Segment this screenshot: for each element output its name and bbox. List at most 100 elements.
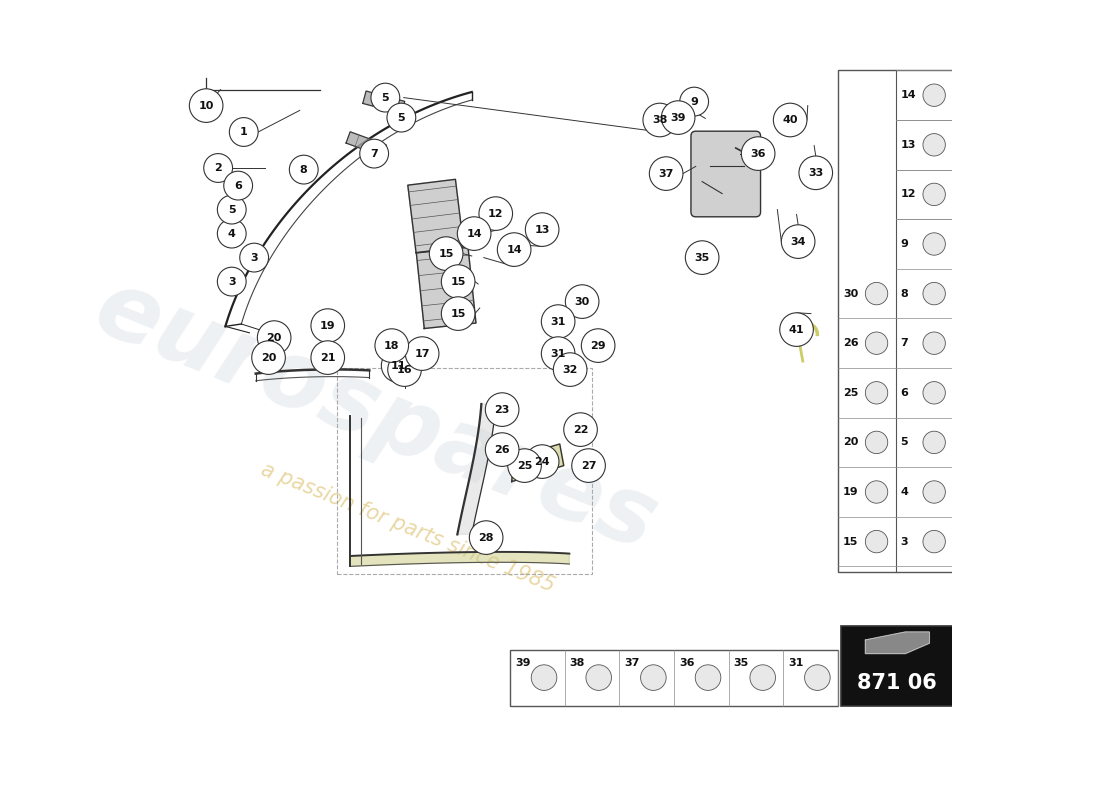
Circle shape — [497, 233, 531, 266]
Text: 39: 39 — [515, 658, 530, 667]
Circle shape — [189, 89, 223, 122]
Text: 30: 30 — [843, 289, 858, 298]
Circle shape — [923, 183, 945, 206]
Text: 20: 20 — [266, 333, 282, 342]
Circle shape — [866, 282, 888, 305]
Circle shape — [586, 665, 612, 690]
Text: 27: 27 — [581, 461, 596, 470]
Text: 38: 38 — [570, 658, 585, 667]
Circle shape — [680, 87, 708, 116]
Text: 13: 13 — [535, 225, 550, 234]
Circle shape — [661, 101, 695, 134]
Text: 3: 3 — [228, 277, 235, 286]
Text: 12: 12 — [488, 209, 504, 218]
Text: 32: 32 — [562, 365, 578, 374]
Text: 6: 6 — [234, 181, 242, 190]
Circle shape — [773, 103, 807, 137]
Text: 30: 30 — [574, 297, 590, 306]
Text: 16: 16 — [397, 365, 412, 374]
Text: a passion for parts since 1985: a passion for parts since 1985 — [258, 460, 558, 596]
Circle shape — [371, 83, 399, 112]
Circle shape — [866, 332, 888, 354]
Circle shape — [387, 353, 421, 386]
Text: 28: 28 — [478, 533, 494, 542]
Text: 20: 20 — [261, 353, 276, 362]
Circle shape — [799, 156, 833, 190]
Circle shape — [204, 154, 232, 182]
Circle shape — [289, 155, 318, 184]
FancyBboxPatch shape — [691, 131, 760, 217]
Text: eurospares: eurospares — [81, 262, 670, 570]
Circle shape — [780, 313, 813, 346]
Text: 3: 3 — [901, 537, 909, 546]
Circle shape — [218, 267, 246, 296]
Text: 23: 23 — [495, 405, 509, 414]
Circle shape — [923, 530, 945, 553]
Polygon shape — [346, 132, 386, 156]
Circle shape — [640, 665, 667, 690]
Circle shape — [429, 237, 463, 270]
Text: 19: 19 — [843, 487, 859, 497]
Text: 2: 2 — [214, 163, 222, 173]
Text: 7: 7 — [371, 149, 378, 158]
Text: 3: 3 — [251, 253, 258, 262]
Circle shape — [526, 445, 559, 478]
Circle shape — [866, 481, 888, 503]
Text: 36: 36 — [750, 149, 766, 158]
Text: 31: 31 — [550, 317, 565, 326]
Circle shape — [531, 665, 557, 690]
Text: 1: 1 — [240, 127, 248, 137]
Text: 15: 15 — [451, 277, 465, 286]
Circle shape — [240, 243, 268, 272]
Circle shape — [541, 305, 575, 338]
Polygon shape — [363, 91, 405, 114]
Text: 25: 25 — [517, 461, 532, 470]
Text: 36: 36 — [679, 658, 694, 667]
Text: 9: 9 — [690, 97, 698, 106]
Text: 7: 7 — [901, 338, 909, 348]
Text: 39: 39 — [670, 113, 686, 122]
Text: 15: 15 — [439, 249, 454, 258]
Circle shape — [923, 84, 945, 106]
Circle shape — [649, 157, 683, 190]
Text: 17: 17 — [415, 349, 430, 358]
Circle shape — [375, 329, 408, 362]
Circle shape — [642, 103, 676, 137]
Circle shape — [741, 137, 774, 170]
Text: 38: 38 — [652, 115, 668, 125]
Circle shape — [311, 341, 344, 374]
Circle shape — [229, 118, 258, 146]
Text: 26: 26 — [494, 445, 510, 454]
Text: 24: 24 — [535, 457, 550, 466]
Text: 37: 37 — [625, 658, 640, 667]
Text: 34: 34 — [791, 237, 806, 246]
Circle shape — [458, 217, 491, 250]
Circle shape — [572, 449, 605, 482]
Circle shape — [685, 241, 719, 274]
Circle shape — [218, 219, 246, 248]
Circle shape — [923, 382, 945, 404]
Circle shape — [478, 197, 513, 230]
Text: 18: 18 — [384, 341, 399, 350]
Text: 15: 15 — [451, 309, 465, 318]
Circle shape — [781, 225, 815, 258]
Text: 21: 21 — [320, 353, 336, 362]
Circle shape — [923, 134, 945, 156]
Text: 6: 6 — [901, 388, 909, 398]
Text: 9: 9 — [901, 239, 909, 249]
Circle shape — [508, 449, 541, 482]
Text: 35: 35 — [734, 658, 749, 667]
Circle shape — [695, 665, 721, 690]
Circle shape — [485, 393, 519, 426]
Circle shape — [804, 665, 830, 690]
Text: 15: 15 — [843, 537, 858, 546]
Circle shape — [405, 337, 439, 370]
Text: 8: 8 — [300, 165, 308, 174]
Circle shape — [441, 297, 475, 330]
Text: 5: 5 — [228, 205, 235, 214]
Bar — [842, 626, 954, 706]
Circle shape — [866, 431, 888, 454]
Polygon shape — [866, 632, 930, 654]
Circle shape — [923, 332, 945, 354]
Polygon shape — [512, 444, 563, 482]
